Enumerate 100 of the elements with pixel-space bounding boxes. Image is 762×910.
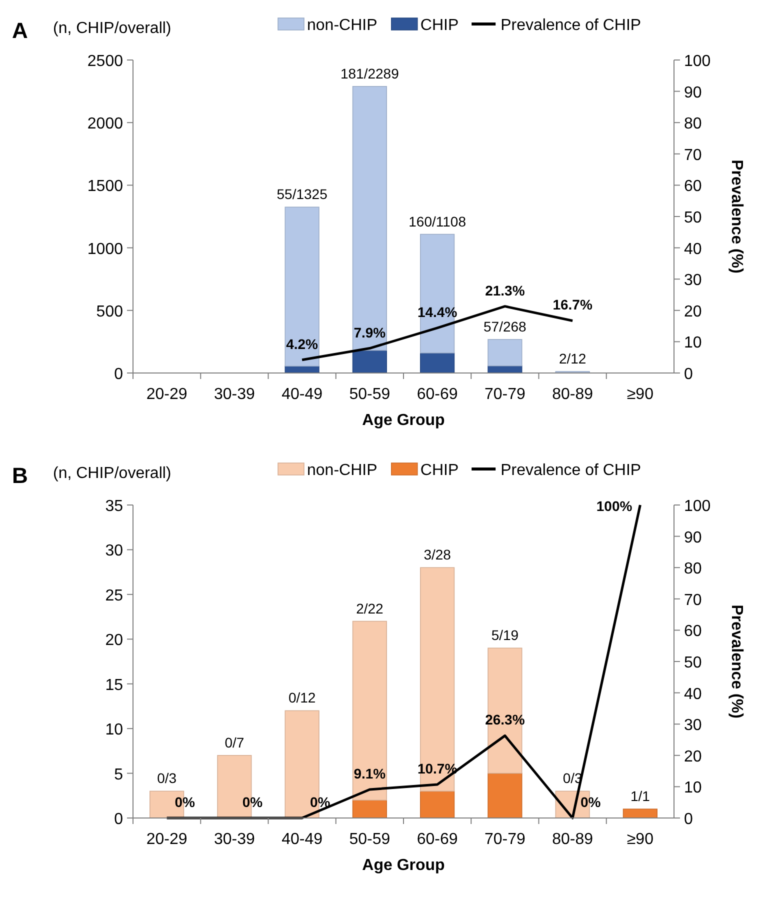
y2-tick-label: 90 <box>684 529 702 546</box>
y2-axis-title: Prevalence (%) <box>728 604 745 718</box>
y2-tick-label: 100 <box>684 498 711 515</box>
x-tick-label: 60-69 <box>416 831 458 848</box>
legend-label: Prevalence of CHIP <box>500 17 642 34</box>
y-tick-label: 25 <box>105 587 124 604</box>
bar <box>352 620 387 801</box>
y-axis-title: (n, CHIP/overall) <box>53 465 172 482</box>
data-label: 16.7% <box>552 296 593 313</box>
y2-tick-label: 10 <box>684 780 702 797</box>
x-tick-label: ≥90 <box>626 831 654 848</box>
bar <box>488 648 522 774</box>
x-axis-title: Age Group <box>362 412 446 429</box>
x-tick-label: 50-59 <box>349 386 390 403</box>
data-label: 0% <box>580 794 602 810</box>
x-tick-label: 70-79 <box>484 831 526 848</box>
y-tick-label: 10 <box>105 722 124 739</box>
data-label: 21.3% <box>485 282 526 298</box>
data-label: 14.4% <box>417 304 458 320</box>
y2-tick-label: 40 <box>684 686 702 703</box>
bar <box>488 339 522 366</box>
x-tick-label: 50-59 <box>349 831 390 848</box>
data-label: 0% <box>310 794 331 810</box>
annotation: 5/19 <box>491 627 519 644</box>
y-tick-label: 0 <box>114 366 124 383</box>
y-tick-label: 30 <box>105 542 124 560</box>
bar <box>352 86 387 351</box>
y2-tick-label: 30 <box>684 272 702 290</box>
y-tick-label: 0 <box>114 811 124 828</box>
annotation: 1/1 <box>630 788 650 804</box>
x-tick-label: 60-69 <box>416 386 458 403</box>
annotation: 55/1325 <box>276 186 328 202</box>
annotation: 0/7 <box>224 734 244 750</box>
annotation: 0/12 <box>288 690 316 706</box>
x-tick-label: ≥90 <box>626 386 654 403</box>
data-label: 0% <box>174 794 196 810</box>
y2-tick-label: 20 <box>684 748 702 766</box>
bar <box>284 206 320 367</box>
data-label: 7.9% <box>354 324 386 340</box>
y2-tick-label: 60 <box>684 178 702 196</box>
y2-tick-label: 30 <box>684 717 702 734</box>
y2-tick-label: 50 <box>684 654 702 672</box>
chart-title: A <box>12 18 28 43</box>
y2-tick-label: 0 <box>684 811 693 828</box>
y2-tick-label: 70 <box>684 146 702 164</box>
chart-title: B <box>12 463 28 488</box>
x-tick-label: 40-49 <box>282 386 323 403</box>
bar <box>420 352 455 374</box>
y-tick-label: 1500 <box>87 178 124 196</box>
data-label: 0% <box>242 794 264 810</box>
legend-label: Prevalence of CHIP <box>500 462 642 479</box>
annotation: 0/3 <box>157 770 177 786</box>
legend-label: non-CHIP <box>307 462 378 479</box>
y2-tick-label: 40 <box>684 240 702 258</box>
y2-tick-label: 20 <box>684 303 702 320</box>
y-tick-label: 20 <box>105 632 124 650</box>
x-tick-label: 70-79 <box>484 386 526 403</box>
annotation: 2/12 <box>558 350 586 366</box>
y2-tick-label: 60 <box>684 623 702 640</box>
y-tick-label: 500 <box>96 303 124 320</box>
annotation: 160/1108 <box>408 213 466 230</box>
legend-label: CHIP <box>420 17 459 34</box>
x-tick-label: 80-89 <box>552 831 594 848</box>
data-label: 100% <box>596 498 633 514</box>
x-tick-label: 80-89 <box>552 386 594 403</box>
annotation: 57/268 <box>484 318 527 334</box>
x-axis-title: Age Group <box>362 857 446 874</box>
x-tick-label: 40-49 <box>282 831 323 848</box>
data-label: 10.7% <box>417 760 458 777</box>
legend-label: non-CHIP <box>307 17 378 34</box>
y2-tick-label: 10 <box>684 334 702 352</box>
y2-tick-label: 80 <box>684 116 702 133</box>
bar <box>352 350 387 374</box>
bar <box>352 800 387 818</box>
y2-tick-label: 90 <box>684 84 702 102</box>
legend-label: CHIP <box>420 462 459 479</box>
annotation: 3/28 <box>424 546 452 563</box>
y2-tick-label: 100 <box>684 53 711 70</box>
bar <box>420 234 455 354</box>
bar <box>420 790 455 818</box>
y-tick-label: 35 <box>105 498 124 515</box>
annotation: 181/2289 <box>340 65 400 82</box>
y-tick-label: 1000 <box>87 240 124 258</box>
y2-tick-label: 80 <box>684 560 702 578</box>
x-tick-label: 30-39 <box>214 386 255 403</box>
y2-tick-label: 70 <box>684 592 702 609</box>
y-axis-title: (n, CHIP/overall) <box>53 20 172 37</box>
data-label: 9.1% <box>354 766 386 782</box>
annotation: 2/22 <box>356 600 384 616</box>
y-tick-label: 15 <box>105 676 124 694</box>
y2-tick-label: 50 <box>684 210 702 226</box>
data-label: 4.2% <box>286 336 319 352</box>
x-tick-label: 20-29 <box>146 831 188 848</box>
x-tick-label: 20-29 <box>146 386 188 403</box>
y-tick-label: 2500 <box>87 53 124 70</box>
x-tick-label: 30-39 <box>214 831 255 848</box>
y-tick-label: 2000 <box>87 116 124 133</box>
bar <box>420 567 455 792</box>
y-tick-label: 5 <box>114 766 124 784</box>
bar <box>622 808 658 818</box>
